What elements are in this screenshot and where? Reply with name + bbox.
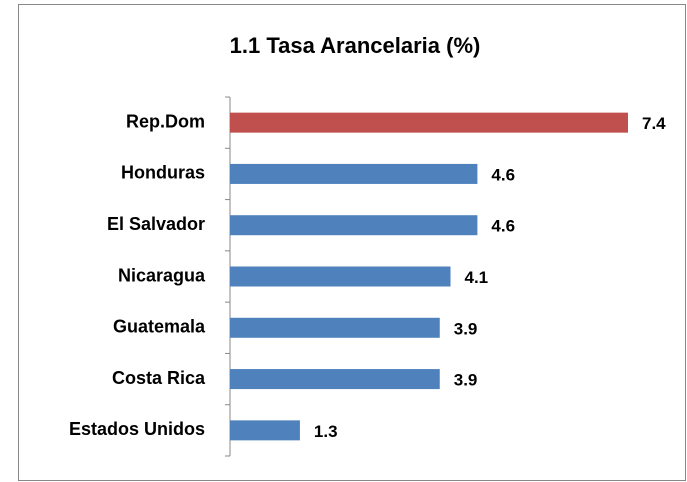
bar bbox=[230, 369, 440, 390]
category-label: Guatemala bbox=[113, 317, 206, 337]
category-label: Estados Unidos bbox=[69, 419, 205, 439]
value-label: 7.4 bbox=[642, 114, 666, 133]
bar bbox=[230, 215, 478, 236]
category-label: Costa Rica bbox=[112, 368, 206, 388]
value-label: 4.1 bbox=[465, 268, 489, 287]
bar bbox=[230, 317, 440, 338]
value-label: 3.9 bbox=[454, 319, 478, 338]
bar bbox=[230, 112, 628, 133]
bar bbox=[230, 420, 300, 441]
category-label: Rep.Dom bbox=[126, 111, 205, 131]
value-label: 4.6 bbox=[491, 217, 515, 236]
chart-frame bbox=[18, 4, 686, 481]
category-label: Honduras bbox=[121, 163, 205, 183]
bar bbox=[230, 163, 478, 184]
value-label: 4.6 bbox=[491, 165, 515, 184]
category-label: El Salvador bbox=[107, 214, 205, 234]
chart-title: 1.1 Tasa Arancelaria (%) bbox=[230, 33, 481, 58]
bar bbox=[230, 266, 451, 287]
value-label: 1.3 bbox=[314, 422, 338, 441]
value-label: 3.9 bbox=[454, 371, 478, 390]
category-label: Nicaragua bbox=[118, 265, 206, 285]
